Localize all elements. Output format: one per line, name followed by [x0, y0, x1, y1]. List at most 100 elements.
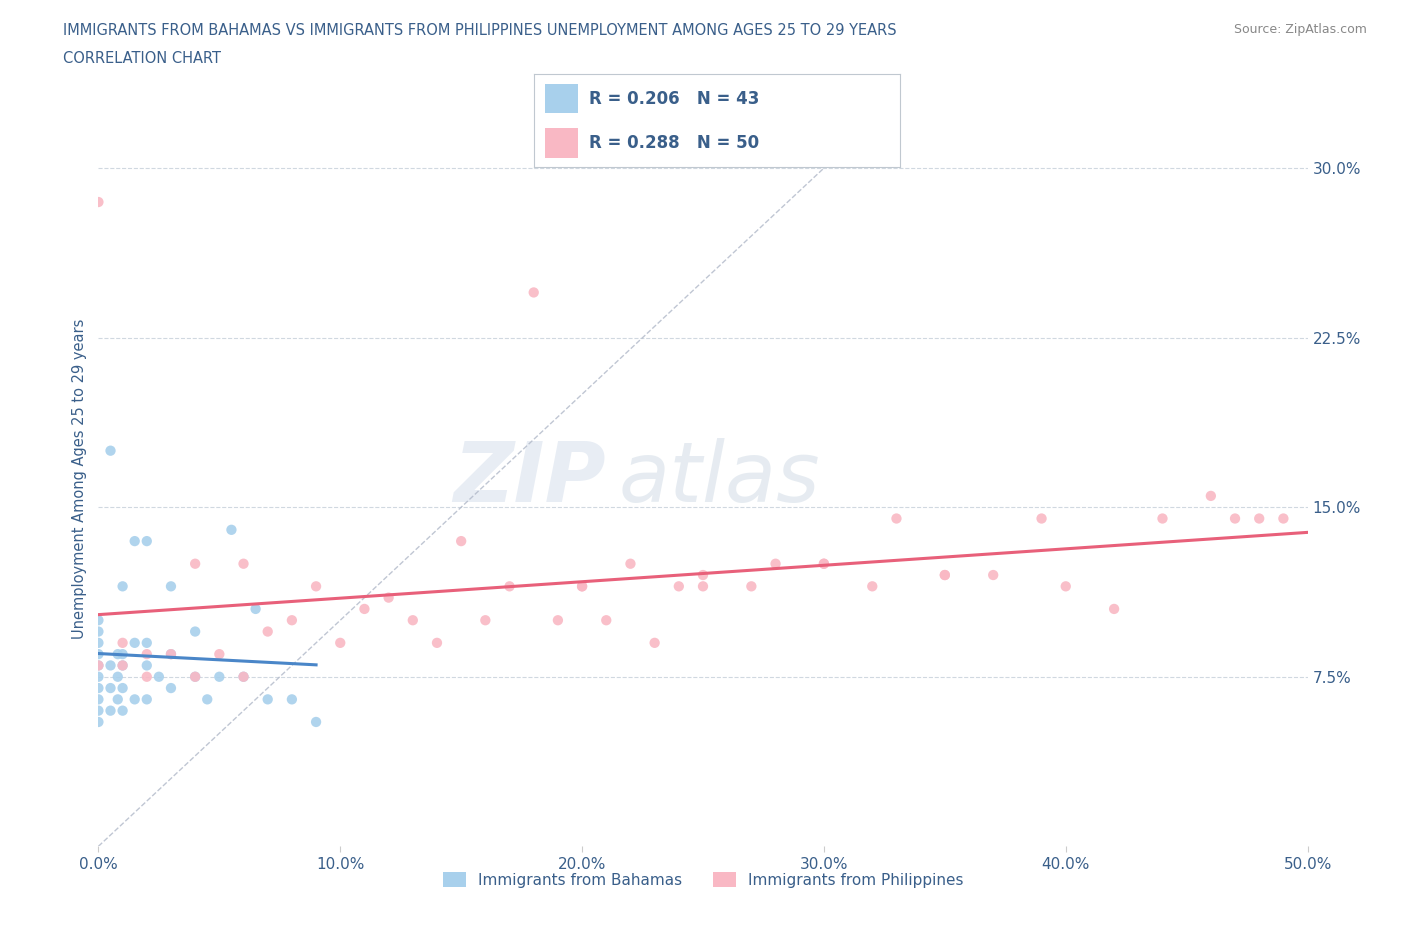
Point [1272, 512, 1295, 526]
Point [87, 658, 110, 673]
Point [1031, 512, 1053, 526]
Point [305, 714, 328, 729]
Point [353, 602, 375, 617]
Point [135, 692, 157, 707]
Point [208, 670, 231, 684]
Point [619, 556, 641, 571]
Point [474, 613, 496, 628]
Point [160, 681, 183, 696]
Point [245, 602, 267, 617]
Point [184, 556, 207, 571]
Point [402, 613, 425, 628]
Point [111, 646, 134, 661]
Point [87, 681, 110, 696]
Point [1054, 578, 1077, 593]
Point [135, 646, 157, 661]
Point [111, 703, 134, 718]
Point [981, 567, 1004, 582]
Point [232, 670, 254, 684]
Bar [546, 128, 578, 158]
Point [135, 670, 157, 684]
Point [87, 692, 110, 707]
Point [813, 556, 835, 571]
Point [547, 613, 569, 628]
Point [523, 285, 546, 299]
Point [644, 635, 666, 650]
Point [692, 578, 714, 593]
Point [135, 658, 157, 673]
Point [135, 534, 157, 549]
Point [595, 613, 617, 628]
Point [860, 578, 883, 593]
Point [765, 556, 787, 571]
Point [184, 624, 207, 639]
Point [87, 646, 110, 661]
Point [107, 692, 129, 707]
Point [100, 703, 122, 718]
Point [124, 692, 146, 707]
Point [221, 523, 243, 538]
Text: ZIP: ZIP [454, 438, 606, 520]
Point [107, 670, 129, 684]
Point [111, 635, 134, 650]
Point [377, 591, 399, 605]
Text: Source: ZipAtlas.com: Source: ZipAtlas.com [1233, 23, 1367, 36]
Point [124, 534, 146, 549]
Point [87, 624, 110, 639]
Point [87, 194, 110, 209]
Point [934, 567, 956, 582]
Point [111, 578, 134, 593]
Point [111, 658, 134, 673]
Point [426, 635, 449, 650]
Text: atlas: atlas [619, 438, 820, 520]
Point [87, 658, 110, 673]
Point [87, 635, 110, 650]
Point [232, 670, 254, 684]
Point [148, 670, 170, 684]
Point [87, 703, 110, 718]
Point [934, 567, 956, 582]
Bar [546, 84, 578, 113]
Point [107, 646, 129, 661]
Point [1152, 512, 1174, 526]
Point [256, 624, 278, 639]
Point [208, 646, 231, 661]
Point [256, 692, 278, 707]
Point [281, 692, 304, 707]
Point [692, 567, 714, 582]
Point [1223, 512, 1246, 526]
Point [100, 444, 122, 458]
Point [571, 578, 593, 593]
Point [813, 556, 835, 571]
Y-axis label: Unemployment Among Ages 25 to 29 years: Unemployment Among Ages 25 to 29 years [72, 319, 87, 639]
Point [184, 670, 207, 684]
Point [184, 670, 207, 684]
Point [160, 646, 183, 661]
Point [1102, 602, 1125, 617]
Point [329, 635, 352, 650]
Point [124, 635, 146, 650]
Text: R = 0.206   N = 43: R = 0.206 N = 43 [589, 89, 759, 108]
Point [281, 613, 304, 628]
Point [111, 658, 134, 673]
Point [886, 512, 908, 526]
Point [160, 646, 183, 661]
Text: R = 0.288   N = 50: R = 0.288 N = 50 [589, 134, 759, 153]
Point [100, 658, 122, 673]
Text: IMMIGRANTS FROM BAHAMAS VS IMMIGRANTS FROM PHILIPPINES UNEMPLOYMENT AMONG AGES 2: IMMIGRANTS FROM BAHAMAS VS IMMIGRANTS FR… [63, 23, 897, 38]
Point [740, 578, 762, 593]
Point [232, 556, 254, 571]
Point [450, 534, 472, 549]
Point [87, 613, 110, 628]
Point [100, 681, 122, 696]
Point [160, 578, 183, 593]
Point [571, 578, 593, 593]
Point [135, 635, 157, 650]
Point [87, 714, 110, 729]
Point [1199, 488, 1222, 503]
Text: CORRELATION CHART: CORRELATION CHART [63, 51, 221, 66]
Point [668, 578, 690, 593]
Point [305, 578, 328, 593]
Point [195, 692, 218, 707]
Point [111, 681, 134, 696]
